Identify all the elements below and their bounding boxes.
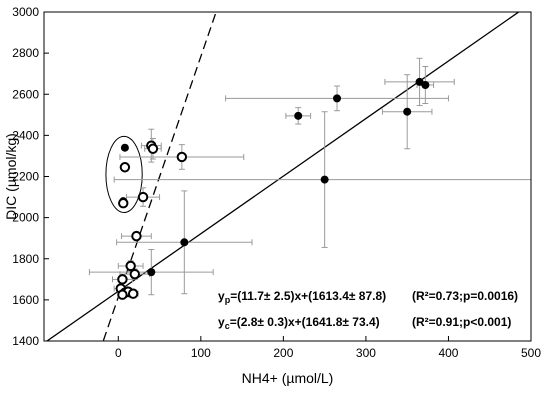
x-axis-title: NH4+ (µmol/L) bbox=[242, 370, 334, 386]
y-tick-label: 2600 bbox=[12, 87, 39, 101]
regression-stats: (R²=0.91;p<0.001) bbox=[412, 315, 511, 329]
x-tick-label: 200 bbox=[273, 346, 293, 360]
data-point-filled bbox=[421, 80, 430, 89]
annotations-layer: yp=(11.7± 2.5)x+(1613.4± 87.8) (R²=0.73;p… bbox=[218, 289, 518, 331]
data-point-open bbox=[137, 191, 149, 203]
ticks-layer: 0 100 200 300 400 500 1400 1600 1800 2000 2200 2400… bbox=[12, 5, 541, 360]
regression-equation: yp=(11.7± 2.5)x+(1613.4± 87.8) bbox=[218, 289, 386, 305]
regression-stats: (R²=0.73;p=0.0016) bbox=[412, 289, 518, 303]
y-tick-label: 1600 bbox=[12, 293, 39, 307]
y-tick-label: 3000 bbox=[12, 5, 39, 19]
data-point-open bbox=[176, 151, 188, 163]
data-point-open bbox=[117, 274, 128, 285]
data-point-open bbox=[147, 143, 159, 154]
data-point-open bbox=[129, 268, 140, 280]
x-tick-label: 100 bbox=[191, 346, 211, 360]
y-tick-label: 2000 bbox=[12, 211, 39, 225]
data-point-open bbox=[117, 289, 128, 300]
y-axis-title: DIC (µmol/kg) bbox=[3, 133, 19, 220]
data-point-filled bbox=[320, 175, 329, 184]
data-point-open bbox=[119, 162, 131, 173]
y-tick-label: 2800 bbox=[12, 46, 39, 60]
y-tick-label: 1400 bbox=[12, 334, 39, 348]
data-point-open bbox=[118, 198, 129, 209]
data-point-filled bbox=[180, 238, 189, 247]
x-tick-label: 0 bbox=[115, 346, 122, 360]
data-point-filled bbox=[403, 107, 412, 116]
regression-equation: yc=(2.8± 0.3)x+(1641.8± 73.4) bbox=[218, 315, 380, 331]
y-tick-label: 2400 bbox=[12, 128, 39, 142]
points-layer bbox=[115, 77, 430, 300]
data-point-filled bbox=[147, 268, 156, 277]
data-point-filled bbox=[333, 94, 342, 103]
highlight-ellipse-layer bbox=[105, 135, 143, 213]
data-point-filled bbox=[120, 143, 129, 152]
x-tick-label: 500 bbox=[521, 346, 541, 360]
data-point-filled bbox=[294, 111, 303, 120]
x-tick-label: 400 bbox=[438, 346, 458, 360]
errorbars-layer bbox=[88, 57, 531, 299]
highlight-ellipse bbox=[105, 135, 143, 213]
data-point-open bbox=[127, 288, 139, 299]
y-tick-label: 2200 bbox=[12, 170, 39, 184]
x-tick-label: 300 bbox=[356, 346, 376, 360]
data-point-open bbox=[125, 260, 136, 272]
data-point-open bbox=[131, 230, 142, 242]
y-tick-label: 1800 bbox=[12, 252, 39, 266]
